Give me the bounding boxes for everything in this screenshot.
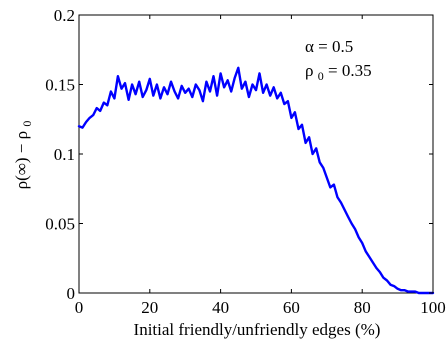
annotation-rho0-symbol: ρ [305,61,313,80]
plot-frame [78,14,434,294]
x-tick-label: 40 [212,298,229,317]
y-tick-label: 0.1 [54,145,75,164]
x-tick-label: 20 [141,298,158,317]
annotation-rho0-value: = 0.35 [328,61,372,80]
annotation-rho0-subscript: 0 [318,69,324,83]
x-tick-label: 80 [354,298,371,317]
x-tick-label: 0 [75,298,84,317]
y-tick-label: 0.05 [45,215,75,234]
annotation-rho0: ρ 0 = 0.35 [305,61,372,84]
y-tick-label: 0.2 [54,6,75,25]
series-line-0 [77,66,435,295]
y-tick-label: 0 [67,284,76,303]
x-axis-label: Initial friendly/unfriendly edges (%) [134,320,381,339]
y-axis-label: ρ(∞) − ρ 0 [12,121,34,190]
plot-area-box [78,14,434,294]
y-tick-label: 0.15 [45,76,75,95]
tick-layer: 0 20 40 60 80 100 0 0.05 0.1 0.15 0.2 [45,6,446,317]
y-axis-label-subscript: 0 [20,121,34,127]
y-axis-label-main: ρ(∞) − ρ [12,131,31,190]
x-tick-label: 60 [283,298,300,317]
data-layer [77,66,435,295]
annotation-alpha: α = 0.5 [305,37,353,56]
x-tick-label: 100 [420,298,446,317]
